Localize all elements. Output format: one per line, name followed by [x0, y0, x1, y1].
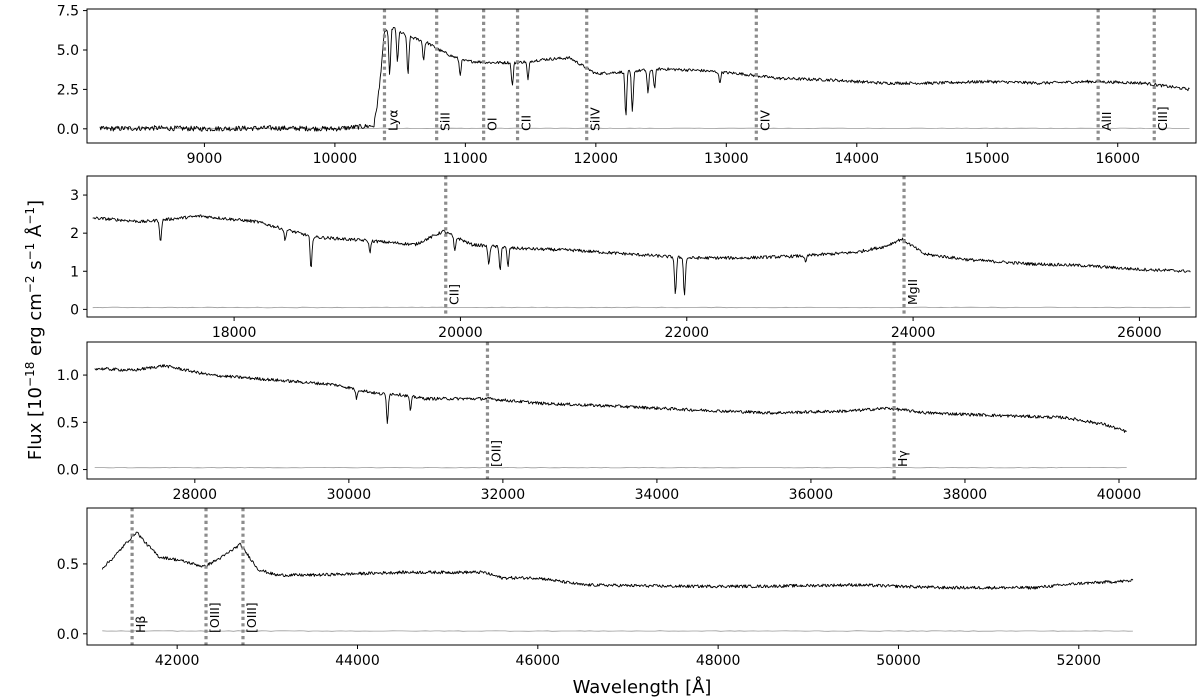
panel-1: Lyα SiII OI CII SiIV CIV AlII CIII] 9000 10000 110…	[57, 4, 1197, 167]
line-label-2-1: CII]	[447, 284, 462, 305]
panel-2: CII] MgII 18000 20000 22000 24000 26000 0 1 2 3	[70, 175, 1197, 341]
y-tick-label-3-2: 0.5	[57, 415, 79, 431]
error-spectrum-1	[99, 127, 1190, 130]
x-tick-label-2-1: 18000	[212, 325, 257, 341]
line-label-3-2: Hγ	[895, 450, 910, 467]
x-tick-label-1-2: 10000	[313, 151, 358, 167]
y-tick-label-2-1: 0	[70, 302, 79, 318]
line-label-1-7: AlII	[1099, 112, 1114, 131]
x-tick-label-3-6: 38000	[943, 487, 988, 503]
y-tick-label-1-1: 0.0	[57, 122, 79, 138]
x-tick-label-4-6: 52000	[1057, 653, 1102, 669]
line-label-1-3: OI	[485, 117, 500, 131]
x-tick-label-1-1: 9000	[187, 151, 223, 167]
panel-4: Hβ [OIII] [OIII] 42000 44000 46000 48000 50000 5…	[57, 507, 1197, 669]
line-label-1-8: CIII]	[1155, 106, 1170, 131]
y-tick-label-2-3: 2	[70, 226, 79, 242]
line-label-3-1: [OII]	[488, 440, 503, 467]
line-label-1-2: SiII	[438, 112, 453, 131]
x-tick-label-3-4: 34000	[635, 487, 680, 503]
line-label-4-3: [OIII]	[244, 602, 259, 633]
x-tick-label-2-2: 20000	[438, 325, 483, 341]
axes-frame-2	[86, 175, 1197, 318]
y-axis-label-close: ]	[25, 200, 46, 207]
x-tick-label-4-1: 42000	[155, 653, 200, 669]
line-label-1-1: Lyα	[385, 110, 400, 131]
line-label-4-1: Hβ	[133, 616, 148, 633]
spectrum-line-3	[94, 363, 1127, 433]
line-label-2-2: MgII	[905, 279, 920, 305]
y-axis-label-ang: Å	[24, 224, 46, 243]
line-label-4-2: [OIII]	[207, 602, 222, 633]
y-axis-label-s: s	[25, 260, 46, 275]
axes-frame-3	[86, 341, 1197, 480]
x-tick-label-3-3: 32000	[481, 487, 526, 503]
line-label-1-4: CII	[519, 115, 534, 131]
axes-frame-1	[86, 8, 1197, 144]
x-axis-label: Wavelength [Å]	[573, 676, 712, 698]
panel-3: [OII] Hγ 28000 30000 32000 34000 36000 38000 400…	[57, 341, 1197, 503]
y-tick-label-1-4: 7.5	[57, 4, 79, 20]
y-axis-label: Flux [10−18 erg cm−2 s−1 Å−1]	[23, 200, 46, 460]
y-axis-label-exp3: −1	[23, 243, 37, 261]
spectrum-line-2	[92, 214, 1191, 296]
x-tick-label-1-3: 11000	[443, 151, 488, 167]
y-axis-label-exp1: −18	[23, 362, 37, 387]
y-axis-label-erg: erg cm	[25, 293, 46, 361]
y-tick-label-3-3: 1.0	[57, 368, 79, 384]
error-spectrum-4	[102, 630, 1133, 632]
x-tick-label-3-1: 28000	[173, 487, 218, 503]
x-tick-label-1-5: 13000	[704, 151, 749, 167]
x-tick-label-1-6: 14000	[835, 151, 880, 167]
line-label-1-6: CIV	[757, 110, 772, 131]
x-tick-label-4-2: 44000	[335, 653, 380, 669]
y-tick-label-2-2: 1	[70, 264, 79, 280]
x-tick-label-1-7: 15000	[965, 151, 1010, 167]
line-label-1-5: SiIV	[588, 107, 603, 131]
y-tick-label-2-4: 3	[70, 188, 79, 204]
axes-frame-4	[86, 507, 1197, 646]
x-tick-label-1-8: 16000	[1095, 151, 1140, 167]
x-tick-label-2-4: 24000	[891, 325, 936, 341]
error-spectrum-2	[92, 306, 1191, 309]
y-axis-label-exp2: −2	[23, 276, 37, 294]
error-spectrum-3	[94, 466, 1127, 469]
x-tick-label-4-5: 50000	[876, 653, 921, 669]
y-tick-label-4-1: 0.0	[57, 627, 79, 643]
x-tick-label-1-4: 12000	[574, 151, 619, 167]
spectrum-line-1	[99, 27, 1190, 132]
y-axis-label-exp4: −1	[23, 207, 37, 225]
x-tick-label-3-2: 30000	[327, 487, 372, 503]
x-tick-label-4-3: 46000	[516, 653, 561, 669]
spectrum-line-4	[101, 531, 1134, 590]
panels: Lyα SiII OI CII SiIV CIV AlII CIII] 9000 10000 110…	[57, 4, 1197, 669]
x-tick-label-3-7: 40000	[1097, 487, 1142, 503]
y-tick-label-1-3: 5.0	[57, 43, 79, 59]
x-tick-label-3-5: 36000	[789, 487, 834, 503]
y-tick-label-3-1: 0.0	[57, 463, 79, 479]
y-tick-label-4-2: 0.5	[57, 557, 79, 573]
y-axis-label-flux: Flux [10	[25, 387, 46, 460]
y-tick-label-1-2: 2.5	[57, 82, 79, 98]
x-tick-label-2-3: 22000	[664, 325, 709, 341]
x-tick-label-4-4: 48000	[696, 653, 741, 669]
x-tick-label-2-5: 26000	[1117, 325, 1162, 341]
